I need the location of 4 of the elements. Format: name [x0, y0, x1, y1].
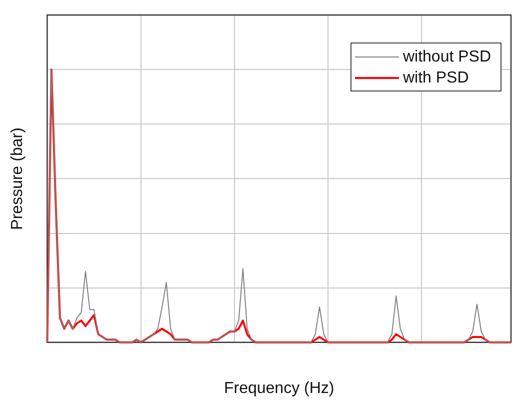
- x-axis-title: Frequency (Hz): [224, 380, 334, 397]
- y-axis-title: Pressure (bar): [9, 128, 26, 230]
- legend-label: without PSD: [402, 48, 492, 66]
- legend-label: with PSD: [402, 69, 469, 86]
